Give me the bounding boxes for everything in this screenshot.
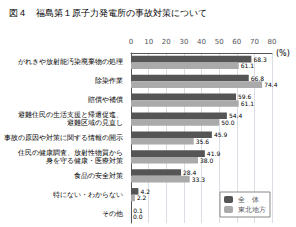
- svg-text:59.6: 59.6: [238, 93, 252, 101]
- svg-text:4.2: 4.2: [140, 187, 150, 195]
- svg-text:28.4: 28.4: [183, 169, 197, 176]
- svg-text:40: 40: [197, 38, 206, 46]
- svg-text:東北地方: 東北地方: [238, 206, 266, 214]
- svg-text:50.0: 50.0: [221, 119, 235, 126]
- svg-text:38.0: 38.0: [200, 157, 214, 164]
- svg-text:0.0: 0.0: [133, 213, 143, 220]
- svg-text:66.8: 66.8: [251, 75, 265, 82]
- svg-text:70: 70: [250, 38, 259, 46]
- svg-text:避難住民の生活支援と帰還促進、: 避難住民の生活支援と帰還促進、: [18, 111, 123, 119]
- svg-text:(%): (%): [276, 49, 290, 58]
- svg-text:30: 30: [179, 38, 188, 46]
- svg-text:50: 50: [215, 38, 224, 46]
- svg-text:61.1: 61.1: [241, 62, 255, 69]
- svg-text:60: 60: [232, 38, 241, 46]
- svg-text:80: 80: [268, 38, 277, 46]
- svg-text:除染作業: 除染作業: [95, 77, 123, 85]
- svg-text:41.9: 41.9: [206, 150, 221, 158]
- svg-text:68.3: 68.3: [253, 56, 267, 63]
- svg-text:全 体: 全 体: [238, 196, 259, 204]
- svg-text:賠償や補償: 賠償や補償: [88, 96, 123, 104]
- svg-text:10: 10: [144, 38, 153, 46]
- svg-text:54.4: 54.4: [228, 112, 243, 120]
- svg-text:2.2: 2.2: [137, 194, 147, 201]
- svg-text:61.1: 61.1: [241, 100, 255, 107]
- svg-text:35.6: 35.6: [196, 138, 210, 145]
- svg-text:身を守る健康・医療対策: 身を守る健康・医療対策: [46, 157, 123, 165]
- svg-text:食品の安全対策: 食品の安全対策: [74, 172, 123, 180]
- svg-text:20: 20: [162, 38, 171, 46]
- svg-text:33.3: 33.3: [192, 176, 206, 183]
- svg-text:がれきや放射能汚染廃棄物の処理: がれきや放射能汚染廃棄物の処理: [18, 58, 123, 66]
- svg-text:0: 0: [129, 38, 133, 46]
- svg-text:0.1: 0.1: [133, 206, 143, 214]
- svg-text:住民の健康調査、放射性物質から: 住民の健康調査、放射性物質から: [17, 149, 123, 157]
- svg-text:避難区域の見直し: 避難区域の見直し: [67, 119, 123, 127]
- svg-text:45.9: 45.9: [214, 131, 228, 138]
- svg-text:74.4: 74.4: [264, 81, 278, 88]
- svg-text:その他: その他: [102, 210, 123, 218]
- svg-text:図４ 福島第１原子力発電所の事故対策について: 図４ 福島第１原子力発電所の事故対策について: [9, 8, 207, 18]
- svg-text:事故の原因や対策に関する情報の開示: 事故の原因や対策に関する情報の開示: [4, 134, 123, 142]
- svg-text:特にない・わからない: 特にない・わからない: [53, 191, 123, 199]
